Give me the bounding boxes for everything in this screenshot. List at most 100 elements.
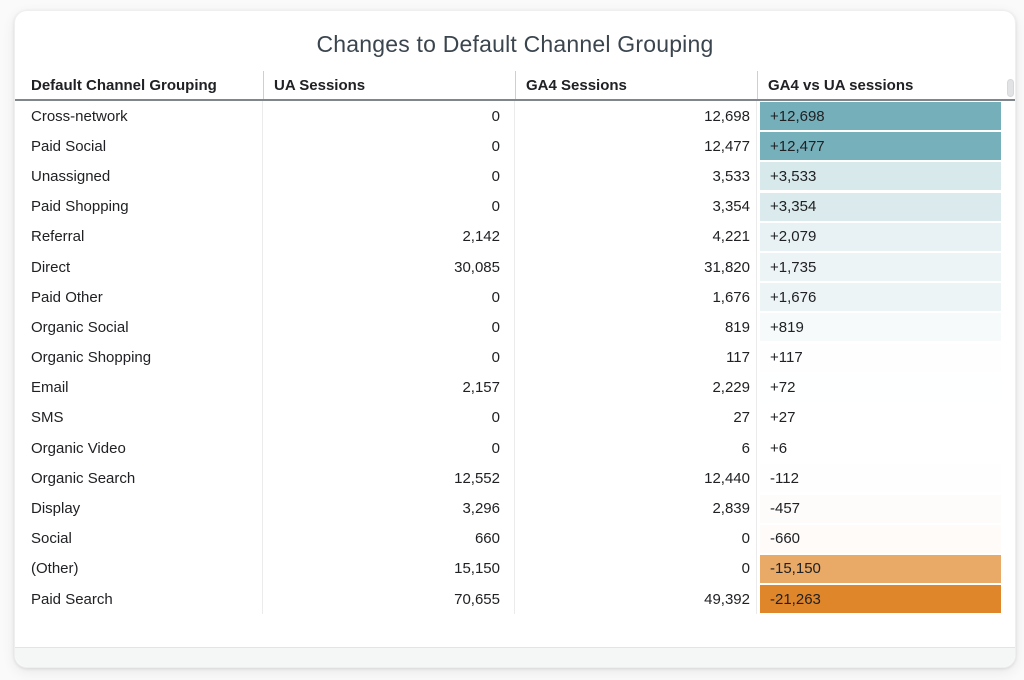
ua-sessions-cell: 660: [263, 523, 515, 554]
channel-cell: Direct: [31, 251, 263, 283]
ua-sessions-cell: 0: [263, 312, 515, 343]
diff-heatmap-cell: +1,676: [760, 283, 1001, 312]
ga4-sessions-cell: 3,354: [515, 191, 757, 222]
ga4-sessions-cell: 2,839: [515, 493, 757, 524]
diff-cell: +1,676: [757, 282, 1007, 312]
ua-sessions-cell: 0: [263, 131, 515, 162]
diff-cell: +117: [757, 343, 1007, 373]
ga4-sessions-cell: 0: [515, 553, 757, 584]
diff-cell: +2,079: [757, 222, 1007, 252]
diff-heatmap-cell: +117: [760, 343, 1001, 372]
ua-sessions-cell: 12,552: [263, 463, 515, 494]
channel-grouping-table: Default Channel Grouping UA Sessions GA4…: [15, 71, 1015, 615]
table-row: Paid Social 0 12,477 +12,477: [15, 131, 1015, 162]
table-row: Email 2,157 2,229 +72: [15, 372, 1015, 403]
diff-heatmap-cell: -660: [760, 524, 1001, 553]
diff-cell: +819: [757, 312, 1007, 342]
header-default-channel-grouping[interactable]: Default Channel Grouping: [31, 76, 217, 94]
diff-heatmap-cell: -457: [760, 494, 1001, 523]
ua-sessions-cell: 30,085: [263, 251, 515, 283]
table-row: Organic Social 0 819 +819: [15, 312, 1015, 343]
ga4-sessions-cell: 0: [515, 523, 757, 554]
table-row: Direct 30,085 31,820 +1,735: [15, 251, 1015, 283]
diff-heatmap-cell: +3,533: [760, 162, 1001, 191]
diff-cell: -112: [757, 463, 1007, 493]
ga4-sessions-cell: 819: [515, 312, 757, 343]
ga4-sessions-cell: 3,533: [515, 161, 757, 192]
vertical-scrollbar-thumb[interactable]: [1007, 79, 1014, 97]
table-row: Referral 2,142 4,221 +2,079: [15, 221, 1015, 252]
channel-cell: Paid Search: [31, 584, 263, 615]
diff-cell: +3,533: [757, 161, 1007, 191]
table-body: Cross-network 0 12,698 +12,698 Paid Social 0 1…: [15, 101, 1015, 615]
diff-cell: +1,735: [757, 252, 1007, 282]
ga4-sessions-cell: 12,440: [515, 463, 757, 494]
diff-heatmap-cell: +1,735: [760, 253, 1001, 282]
ga4-sessions-cell: 49,392: [515, 584, 757, 615]
header-ga4-vs-ua-sessions[interactable]: GA4 vs UA sessions: [757, 71, 1007, 99]
diff-heatmap-cell: +12,698: [760, 102, 1001, 131]
diff-cell: -457: [757, 493, 1007, 523]
diff-cell: -660: [757, 524, 1007, 554]
ua-sessions-cell: 0: [263, 101, 515, 132]
channel-cell: Organic Shopping: [31, 342, 263, 373]
channel-cell: Organic Search: [31, 463, 263, 494]
diff-heatmap-cell: +2,079: [760, 222, 1001, 251]
table-row: SMS 0 27 +27: [15, 402, 1015, 434]
table-header-row: Default Channel Grouping UA Sessions GA4…: [15, 71, 1015, 101]
channel-cell: Cross-network: [31, 101, 263, 132]
channel-cell: Paid Shopping: [31, 191, 263, 222]
table-row: Cross-network 0 12,698 +12,698: [15, 101, 1015, 132]
channel-cell: Organic Social: [31, 312, 263, 343]
diff-cell: -15,150: [757, 554, 1007, 584]
diff-heatmap-cell: +6: [760, 434, 1001, 463]
table-row: Social 660 0 -660: [15, 523, 1015, 554]
ga4-sessions-cell: 12,698: [515, 101, 757, 132]
table-row: Paid Shopping 0 3,354 +3,354: [15, 191, 1015, 222]
ua-sessions-cell: 3,296: [263, 493, 515, 524]
ua-sessions-cell: 0: [263, 342, 515, 373]
diff-cell: +12,698: [757, 101, 1007, 131]
channel-cell: (Other): [31, 553, 263, 584]
diff-heatmap-cell: -112: [760, 464, 1001, 493]
channel-cell: Organic Video: [31, 433, 263, 464]
ua-sessions-cell: 0: [263, 191, 515, 222]
channel-cell: Referral: [31, 221, 263, 252]
diff-heatmap-cell: +27: [760, 403, 1001, 432]
diff-heatmap-cell: +3,354: [760, 192, 1001, 221]
table-row: Paid Other 0 1,676 +1,676: [15, 282, 1015, 313]
ga4-sessions-cell: 2,229: [515, 372, 757, 403]
diff-heatmap-cell: +819: [760, 313, 1001, 342]
diff-cell: +12,477: [757, 131, 1007, 161]
table-row: Paid Search 70,655 49,392 -21,263: [15, 584, 1015, 615]
ua-sessions-cell: 2,157: [263, 372, 515, 403]
ua-sessions-cell: 0: [263, 402, 515, 434]
channel-cell: Display: [31, 493, 263, 524]
channel-cell: Paid Social: [31, 131, 263, 162]
chart-title: Changes to Default Channel Grouping: [316, 31, 714, 57]
table-row: Organic Search 12,552 12,440 -112: [15, 463, 1015, 494]
channel-cell: Unassigned: [31, 161, 263, 192]
diff-cell: +6: [757, 433, 1007, 463]
channel-cell: Email: [31, 372, 263, 403]
channel-cell: Paid Other: [31, 282, 263, 313]
ua-sessions-cell: 0: [263, 282, 515, 313]
ua-sessions-cell: 70,655: [263, 584, 515, 615]
ga4-sessions-cell: 12,477: [515, 131, 757, 162]
channel-cell: Social: [31, 523, 263, 554]
card-footer-bar: [15, 647, 1015, 667]
diff-cell: -21,263: [757, 584, 1007, 614]
diff-cell: +27: [757, 403, 1007, 433]
diff-heatmap-cell: -21,263: [760, 585, 1001, 614]
ga4-sessions-cell: 27: [515, 402, 757, 434]
ga4-sessions-cell: 6: [515, 433, 757, 464]
table-row: Organic Shopping 0 117 +117: [15, 342, 1015, 373]
table-row: (Other) 15,150 0 -15,150: [15, 553, 1015, 584]
table-row: Organic Video 0 6 +6: [15, 433, 1015, 464]
header-ga4-sessions[interactable]: GA4 Sessions: [515, 71, 757, 99]
header-ua-sessions[interactable]: UA Sessions: [263, 71, 515, 99]
diff-heatmap-cell: +72: [760, 373, 1001, 402]
diff-heatmap-cell: -15,150: [760, 554, 1001, 583]
ga4-sessions-cell: 117: [515, 342, 757, 373]
ga4-sessions-cell: 4,221: [515, 221, 757, 252]
